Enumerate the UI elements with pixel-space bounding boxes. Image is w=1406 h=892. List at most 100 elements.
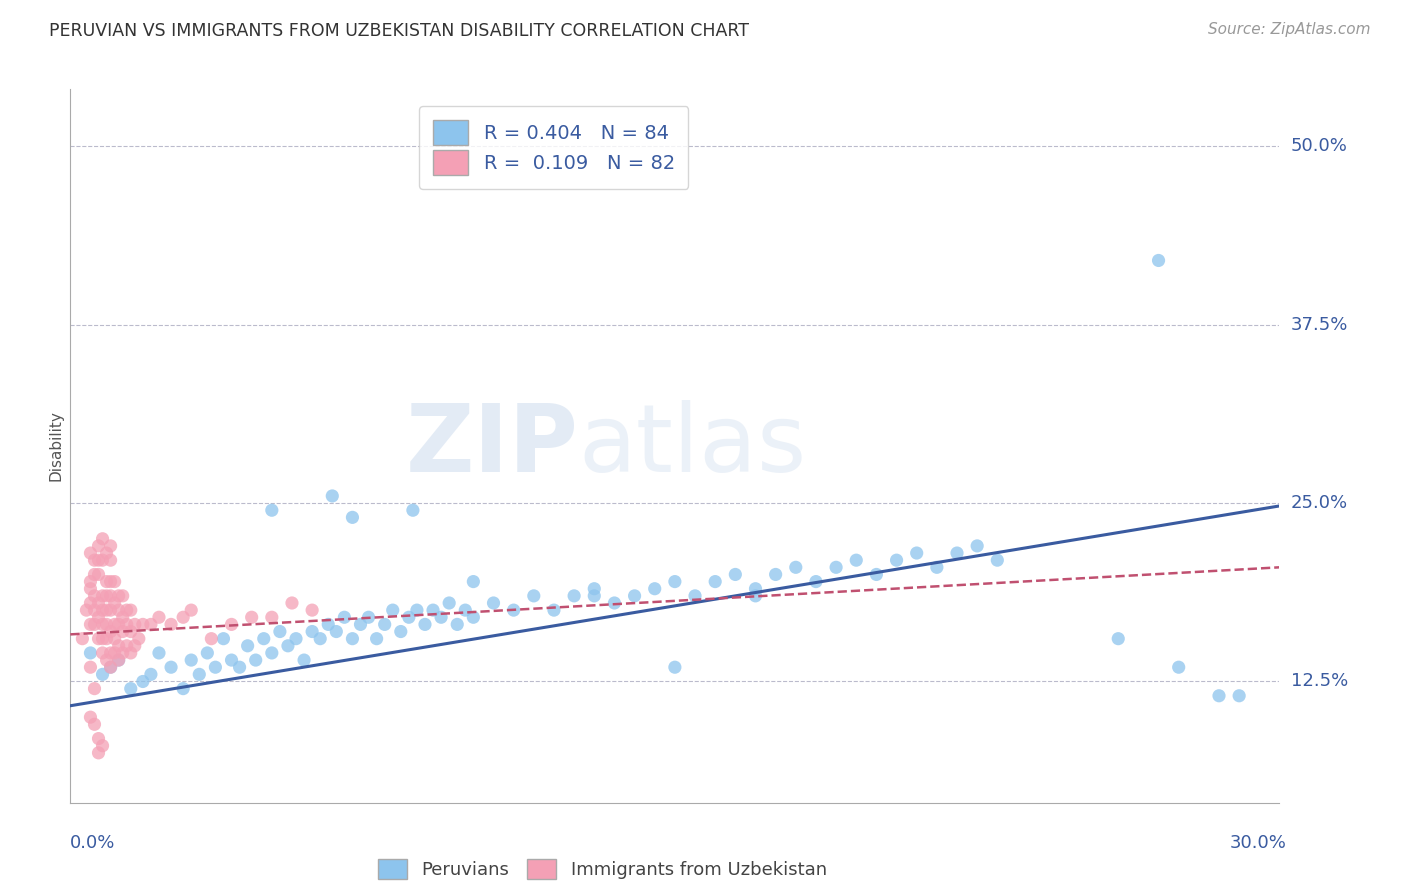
Point [83,589,105,603]
Point [463,574,485,589]
Point [333,610,356,624]
Point [132,674,155,689]
Point [212,632,235,646]
Y-axis label: Disability: Disability [48,410,63,482]
Text: 25.0%: 25.0% [1291,494,1348,512]
Point [744,582,766,596]
Point [100,589,122,603]
Point [160,660,183,674]
Point [325,624,347,639]
Point [221,617,243,632]
Point [115,617,138,632]
Point [543,603,565,617]
Point [96,632,118,646]
Point [104,617,127,632]
Point [402,503,425,517]
Point [253,632,276,646]
Point [446,617,468,632]
Point [83,567,105,582]
Point [120,681,142,696]
Point [160,617,183,632]
Point [180,603,202,617]
Text: atlas: atlas [578,400,807,492]
Point [91,739,114,753]
Point [120,603,142,617]
Point [100,603,122,617]
Point [389,624,412,639]
Point [623,589,645,603]
Point [91,632,114,646]
Text: Source: ZipAtlas.com: Source: ZipAtlas.com [1208,22,1371,37]
Point [406,603,429,617]
Point [603,596,626,610]
Point [765,567,787,582]
Point [104,632,127,646]
Point [111,646,134,660]
Point [785,560,807,574]
Point [664,660,686,674]
Point [946,546,969,560]
Point [91,646,114,660]
Point [644,582,666,596]
Point [316,617,339,632]
Point [454,603,477,617]
Point [87,731,110,746]
Point [301,624,323,639]
Point [120,646,142,660]
Point [83,681,105,696]
Point [260,610,283,624]
Point [87,567,110,582]
Point [195,646,218,660]
Point [683,589,706,603]
Point [128,632,150,646]
Point [825,560,848,574]
Point [96,589,118,603]
Point [200,632,222,646]
Point [704,574,727,589]
Point [744,589,766,603]
Point [260,646,283,660]
Point [83,553,105,567]
Point [87,746,110,760]
Point [148,610,170,624]
Point [240,610,263,624]
Point [172,610,194,624]
Point [79,617,101,632]
Point [87,539,110,553]
Point [1208,689,1230,703]
Point [83,603,105,617]
Legend: Peruvians, Immigrants from Uzbekistan: Peruvians, Immigrants from Uzbekistan [371,852,834,887]
Point [96,546,118,560]
Point [277,639,299,653]
Point [100,553,122,567]
Point [245,653,267,667]
Point [342,632,364,646]
Point [523,589,546,603]
Point [172,681,194,696]
Point [724,567,747,582]
Point [79,546,101,560]
Point [342,510,364,524]
Point [349,617,371,632]
Point [925,560,948,574]
Point [79,710,101,724]
Point [502,603,524,617]
Point [583,582,606,596]
Point [422,603,444,617]
Point [124,617,146,632]
Point [83,617,105,632]
Point [100,574,122,589]
Point [104,646,127,660]
Point [91,532,114,546]
Point [91,589,114,603]
Point [96,617,118,632]
Point [309,632,332,646]
Text: 50.0%: 50.0% [1291,137,1347,155]
Point [398,610,420,624]
Point [111,624,134,639]
Point [111,610,134,624]
Point [413,617,436,632]
Point [87,596,110,610]
Point [583,589,606,603]
Point [321,489,343,503]
